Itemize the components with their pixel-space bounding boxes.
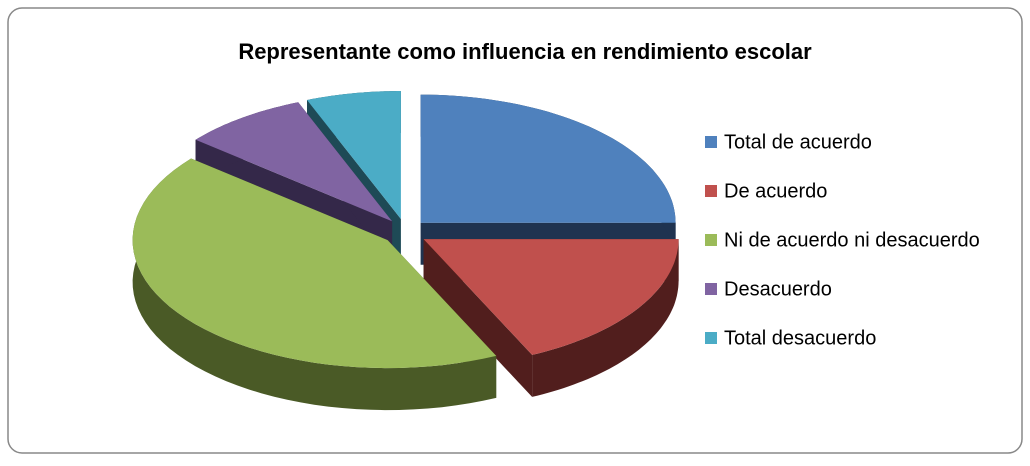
slice bbox=[195, 102, 393, 222]
slice bbox=[420, 94, 676, 223]
legend-swatch bbox=[705, 283, 717, 295]
legend-swatch bbox=[705, 136, 717, 148]
legend-swatch bbox=[705, 234, 717, 246]
slice-wall bbox=[423, 239, 533, 397]
slice bbox=[132, 158, 497, 369]
legend-label: De acuerdo bbox=[724, 180, 827, 202]
slice bbox=[423, 239, 679, 355]
legend-label: Total de acuerdo bbox=[724, 131, 872, 153]
legend-swatch bbox=[705, 332, 717, 344]
legend-label: Ni de acuerdo ni desacuerdo bbox=[724, 229, 980, 251]
chart-title: Representante como influencia en rendimi… bbox=[238, 39, 812, 64]
legend-label: Total desacuerdo bbox=[724, 327, 876, 349]
legend-swatch bbox=[705, 185, 717, 197]
legend: Total de acuerdo De acuerdo Ni de acuerdo … bbox=[705, 131, 980, 349]
slice-side bbox=[532, 239, 679, 397]
slice-side bbox=[132, 158, 497, 411]
pie bbox=[132, 91, 679, 411]
legend-label: Desacuerdo bbox=[724, 278, 832, 300]
slice bbox=[307, 91, 401, 219]
